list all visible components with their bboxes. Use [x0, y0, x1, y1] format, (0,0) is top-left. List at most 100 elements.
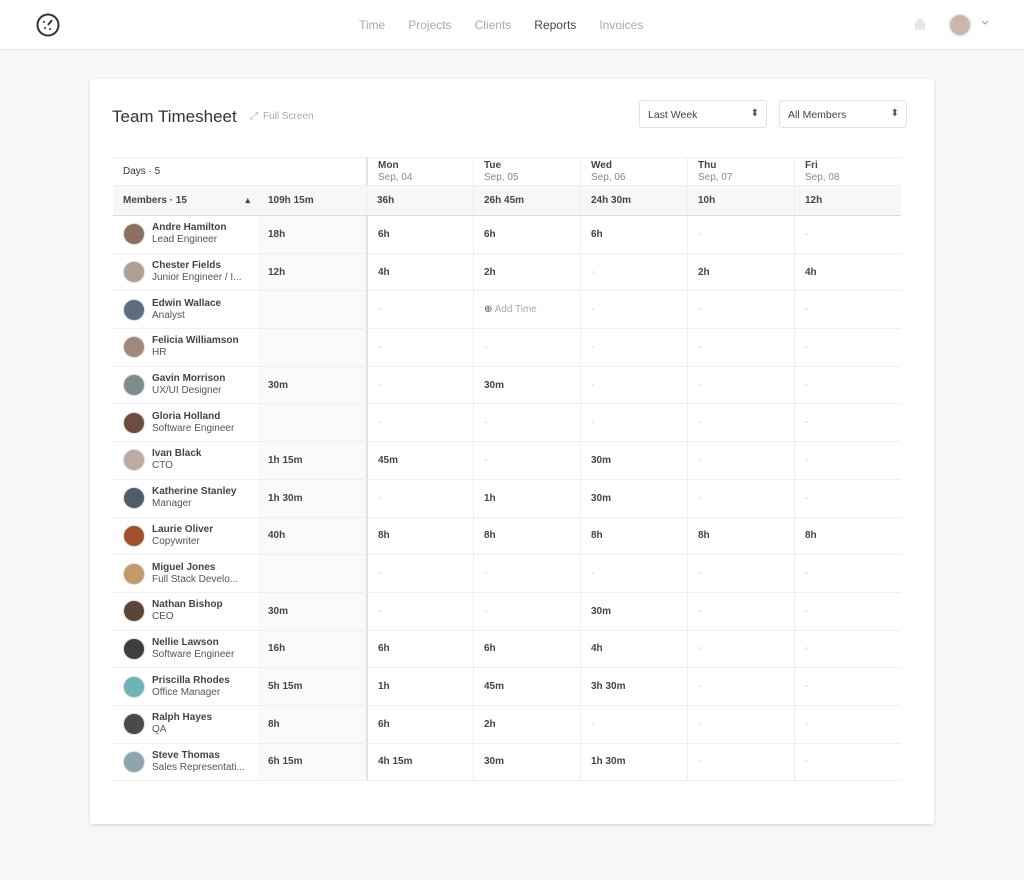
time-cell[interactable]: ⊕ Add Time: [473, 291, 580, 330]
period-select[interactable]: Last Week: [639, 100, 767, 128]
time-value: 30m: [591, 492, 612, 504]
time-cell[interactable]: 8h: [580, 517, 687, 556]
time-cell[interactable]: 1h 30m: [580, 743, 687, 782]
time-cell[interactable]: -: [794, 479, 901, 518]
member-role: CTO: [152, 460, 173, 472]
time-cell[interactable]: -: [473, 442, 580, 480]
time-cell[interactable]: -: [687, 404, 794, 443]
members-select[interactable]: All Members: [779, 100, 907, 128]
time-cell[interactable]: -: [366, 329, 473, 367]
time-cell[interactable]: -: [473, 555, 580, 593]
user-menu-chevron[interactable]: [981, 19, 989, 27]
time-cell[interactable]: -: [794, 404, 901, 443]
time-cell[interactable]: -: [687, 291, 794, 330]
time-cell[interactable]: 45m: [473, 668, 580, 706]
time-cell[interactable]: -: [687, 216, 794, 254]
day-header: Wed Sep, 06: [580, 157, 687, 186]
time-cell[interactable]: -: [794, 743, 901, 782]
time-cell[interactable]: -: [366, 366, 473, 405]
time-cell[interactable]: -: [687, 743, 794, 782]
nav-link[interactable]: Projects: [408, 18, 452, 32]
nav-link[interactable]: Clients: [474, 18, 512, 32]
time-cell[interactable]: 4h: [580, 630, 687, 669]
time-cell[interactable]: -: [366, 592, 473, 631]
time-cell[interactable]: -: [580, 555, 687, 593]
time-cell[interactable]: -: [473, 404, 580, 443]
notifications[interactable]: [912, 16, 928, 34]
time-cell[interactable]: 1h: [473, 479, 580, 518]
user-avatar[interactable]: [948, 13, 972, 37]
time-cell[interactable]: -: [794, 705, 901, 744]
time-cell[interactable]: -: [687, 630, 794, 669]
time-cell[interactable]: -: [687, 442, 794, 480]
time-cell[interactable]: -: [794, 555, 901, 593]
time-cell[interactable]: 30m: [580, 479, 687, 518]
time-cell[interactable]: 8h: [473, 517, 580, 556]
member-total-value: 40h: [268, 530, 286, 542]
time-cell[interactable]: -: [687, 329, 794, 367]
time-cell[interactable]: 6h: [366, 705, 473, 744]
time-cell[interactable]: -: [794, 592, 901, 631]
time-cell[interactable]: 30m: [473, 743, 580, 782]
time-cell[interactable]: 6h: [473, 216, 580, 254]
time-cell[interactable]: -: [366, 555, 473, 593]
time-cell[interactable]: -: [794, 668, 901, 706]
time-cell[interactable]: -: [794, 216, 901, 254]
page-title: Team Timesheet: [112, 107, 237, 126]
time-value: 8h: [805, 530, 817, 542]
time-cell[interactable]: 45m: [366, 442, 473, 480]
time-cell[interactable]: 30m: [473, 366, 580, 405]
member-total: 18h: [258, 216, 366, 254]
time-cell[interactable]: -: [473, 592, 580, 631]
time-cell[interactable]: -: [366, 479, 473, 518]
time-cell[interactable]: 2h: [687, 253, 794, 292]
add-time[interactable]: ⊕ Add Time: [484, 304, 537, 315]
time-cell[interactable]: -: [580, 253, 687, 292]
time-cell[interactable]: 4h 15m: [366, 743, 473, 782]
time-cell[interactable]: 1h: [366, 668, 473, 706]
time-cell[interactable]: -: [366, 404, 473, 443]
time-cell[interactable]: -: [687, 705, 794, 744]
time-cell[interactable]: 4h: [794, 253, 901, 292]
time-cell[interactable]: -: [580, 291, 687, 330]
time-cell[interactable]: -: [580, 404, 687, 443]
time-cell[interactable]: 8h: [794, 517, 901, 556]
member-cell: Katherine Stanley Manager: [113, 480, 258, 518]
time-cell[interactable]: -: [580, 329, 687, 367]
time-cell[interactable]: -: [687, 668, 794, 706]
time-cell[interactable]: -: [473, 329, 580, 367]
time-cell[interactable]: 6h: [580, 216, 687, 254]
time-cell[interactable]: 2h: [473, 253, 580, 292]
members-header[interactable]: Members · 15 ▴: [113, 186, 258, 216]
nav-link[interactable]: Invoices: [599, 18, 644, 32]
time-cell[interactable]: 6h: [366, 630, 473, 669]
time-cell[interactable]: -: [366, 291, 473, 330]
time-cell[interactable]: -: [687, 366, 794, 405]
time-cell[interactable]: -: [794, 329, 901, 367]
time-cell[interactable]: 30m: [580, 592, 687, 631]
time-cell[interactable]: -: [794, 442, 901, 480]
full-screen[interactable]: ⤢ Full Screen: [250, 111, 314, 122]
nav-link[interactable]: Reports: [534, 18, 577, 32]
time-cell[interactable]: 6h: [473, 630, 580, 669]
time-cell[interactable]: -: [794, 291, 901, 330]
time-cell[interactable]: 6h: [366, 216, 473, 254]
full-screen-label: Full Screen: [263, 111, 314, 122]
time-cell[interactable]: -: [580, 705, 687, 744]
time-cell[interactable]: 4h: [366, 253, 473, 292]
time-cell[interactable]: -: [794, 366, 901, 405]
time-cell[interactable]: -: [687, 479, 794, 518]
time-cell[interactable]: -: [580, 366, 687, 405]
time-cell[interactable]: 8h: [687, 517, 794, 556]
time-cell[interactable]: 3h 30m: [580, 668, 687, 706]
time-cell[interactable]: -: [687, 555, 794, 593]
sort-arrow[interactable]: ▴: [245, 195, 250, 205]
time-cell[interactable]: 8h: [366, 517, 473, 556]
time-cell[interactable]: 2h: [473, 705, 580, 744]
time-cell[interactable]: -: [687, 592, 794, 631]
time-cell[interactable]: -: [794, 630, 901, 669]
time-cell[interactable]: 30m: [580, 442, 687, 480]
logo[interactable]: [36, 13, 60, 37]
nav-link[interactable]: Time: [359, 18, 386, 32]
time-value: 4h 15m: [378, 756, 413, 768]
